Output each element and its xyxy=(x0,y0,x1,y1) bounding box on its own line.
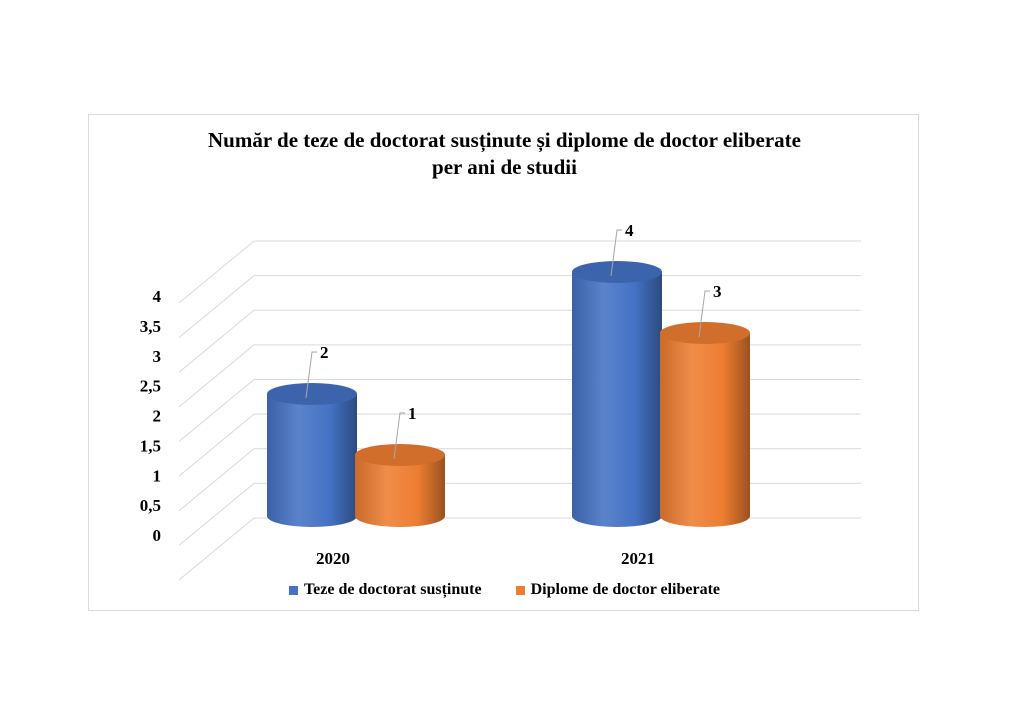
chart-title-line-1: Număr de teze de doctorat susținute și d… xyxy=(208,128,801,152)
bar-top-series-1 xyxy=(267,383,357,405)
data-label-leader xyxy=(698,290,710,338)
legend-swatch-series-2 xyxy=(515,585,525,595)
chart-plot-area: 0 0,5 1 1,5 2 2,5 3 3,5 4 2 1 2020 4 3 2021 xyxy=(140,221,861,581)
legend-label-series-1: Teze de doctorat susținute xyxy=(303,581,482,598)
legend-item-series-1: Teze de doctorat susținute xyxy=(288,581,482,599)
side-gridline xyxy=(178,275,255,339)
side-gridline xyxy=(178,482,255,546)
y-tick-label: 4 xyxy=(153,287,162,306)
y-tick-label: 2 xyxy=(153,407,162,426)
x-tick-label: 2020 xyxy=(316,549,350,568)
side-gridline xyxy=(178,240,255,304)
side-gridline xyxy=(178,448,255,512)
y-tick-label: 3 xyxy=(153,347,162,366)
data-label: 3 xyxy=(713,282,722,301)
y-tick-label: 1 xyxy=(153,466,162,485)
data-label: 2 xyxy=(320,343,329,362)
side-gridline xyxy=(178,517,255,581)
chart-title: Număr de teze de doctorat susținute și d… xyxy=(89,127,920,181)
data-label-leader xyxy=(305,351,317,399)
chart-title-line-2: per ani de studii xyxy=(432,155,577,179)
side-gridline xyxy=(178,309,255,373)
side-gridline xyxy=(178,344,255,408)
y-tick-label: 1,5 xyxy=(140,436,161,455)
bar-top-series-2 xyxy=(355,444,445,466)
y-tick-label: 0,5 xyxy=(140,496,161,515)
data-label-leader xyxy=(393,412,405,460)
bar-top-series-1 xyxy=(572,261,662,283)
side-gridline xyxy=(178,413,255,477)
data-label: 1 xyxy=(408,404,417,423)
bar-series-1 xyxy=(267,394,357,527)
chart-container: Număr de teze de doctorat susținute și d… xyxy=(88,114,919,611)
bar-series-1 xyxy=(572,272,662,527)
bar-series-2 xyxy=(660,333,750,527)
legend-item-series-2: Diplome de doctor eliberate xyxy=(515,581,721,599)
side-gridline xyxy=(178,379,255,442)
data-label: 4 xyxy=(625,221,634,240)
y-tick-label: 2,5 xyxy=(140,377,161,396)
x-tick-label: 2021 xyxy=(621,549,655,568)
legend-swatch-series-1 xyxy=(288,585,298,595)
bar-top-series-2 xyxy=(660,322,750,344)
data-label-leader xyxy=(610,229,622,277)
legend-label-series-2: Diplome de doctor eliberate xyxy=(530,581,721,598)
y-tick-label: 3,5 xyxy=(140,317,161,336)
chart-legend: Teze de doctorat susținute Diplome de do… xyxy=(89,581,920,599)
y-tick-label: 0 xyxy=(153,526,162,545)
bar-series-2 xyxy=(355,455,445,527)
